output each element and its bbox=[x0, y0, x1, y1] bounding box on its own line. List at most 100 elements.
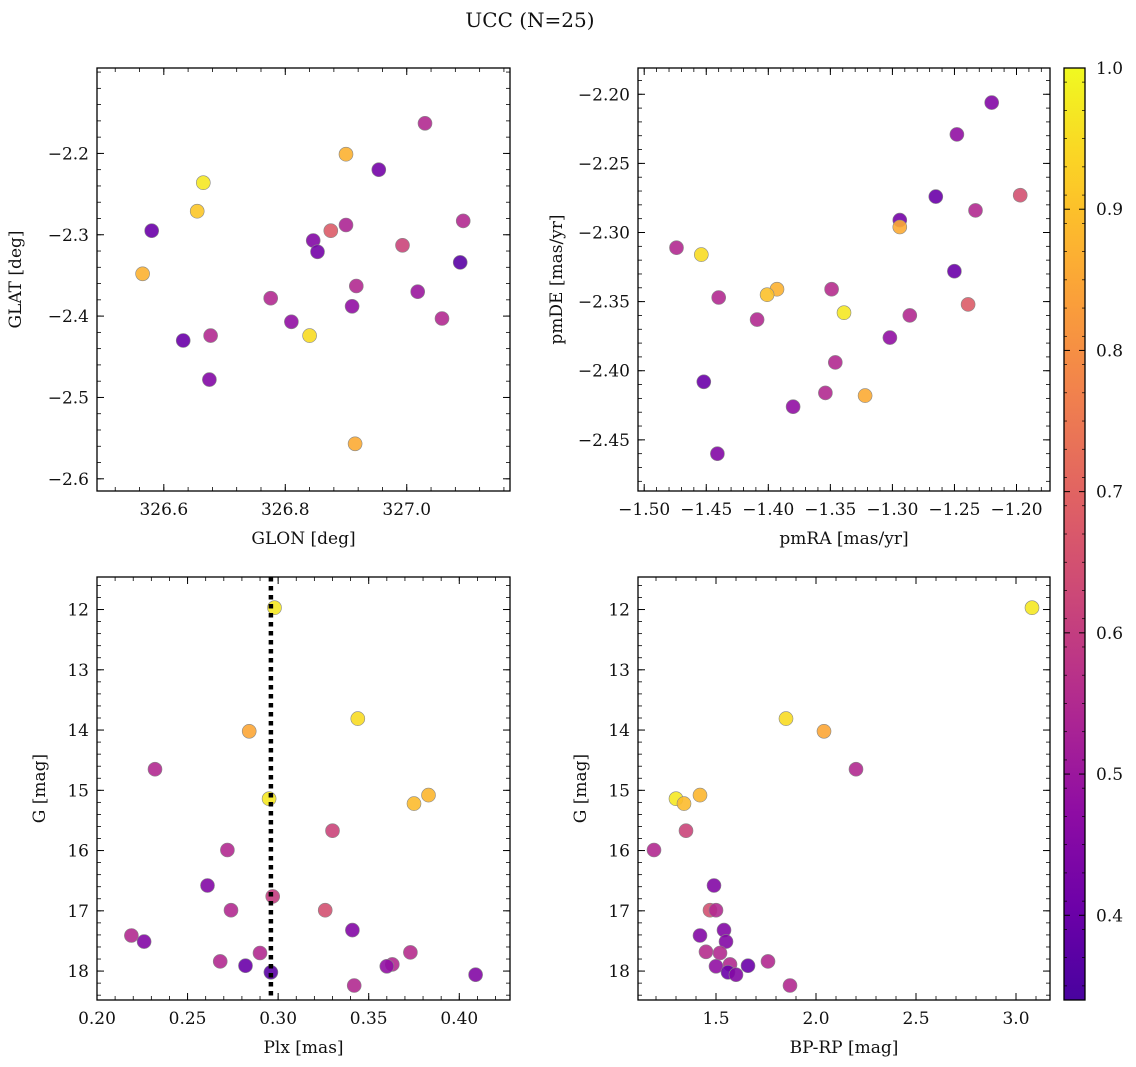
data-point bbox=[395, 238, 410, 253]
data-point bbox=[345, 922, 360, 938]
y-tick-label: −2.45 bbox=[578, 431, 630, 451]
y-tick-label: −2.35 bbox=[578, 293, 630, 313]
data-point bbox=[317, 902, 333, 918]
data-point bbox=[379, 958, 395, 974]
data-point bbox=[338, 146, 354, 162]
data-points bbox=[646, 600, 1040, 993]
y-axis-label: G [mag] bbox=[30, 754, 50, 823]
x-tick-label: −1.50 bbox=[618, 500, 670, 520]
data-point bbox=[760, 954, 776, 969]
data-point bbox=[968, 203, 983, 218]
scatter-panel-galactic-position: 326.6 326.8 327.0 −2.2 −2.3 −2.4 −2.5 −2.6 GLON … bbox=[6, 67, 511, 549]
y-tick-label: −2.30 bbox=[578, 224, 630, 244]
data-point bbox=[947, 263, 962, 279]
colorbar-tick-label: 0.7 bbox=[1096, 483, 1123, 503]
data-point bbox=[346, 978, 362, 993]
data-point bbox=[263, 290, 279, 306]
y-tick-label: 17 bbox=[67, 902, 89, 922]
x-tick-label: 326.8 bbox=[261, 500, 310, 520]
data-point bbox=[984, 95, 1000, 110]
y-tick-label: 14 bbox=[608, 721, 630, 741]
data-point bbox=[960, 297, 976, 312]
data-point bbox=[692, 787, 708, 803]
x-axis-label: GLON [deg] bbox=[251, 529, 355, 549]
colorbar-tick-label: 0.8 bbox=[1096, 341, 1123, 361]
colorbar-tick-label: 0.5 bbox=[1096, 765, 1123, 785]
data-point bbox=[417, 116, 433, 131]
data-points bbox=[669, 95, 1028, 462]
x-tick-label: 3.0 bbox=[1002, 1009, 1029, 1029]
colorbar-gradient bbox=[1063, 67, 1086, 1001]
data-point bbox=[1024, 600, 1040, 616]
y-tick-label: 17 bbox=[608, 902, 630, 922]
data-point bbox=[371, 162, 387, 177]
scatter-panel-parallax-magnitude: 0.20 0.25 0.30 0.35 0.40 12 13 14 15 16 17 18 Plx [m… bbox=[30, 576, 511, 1058]
data-point bbox=[676, 796, 692, 811]
y-tick-label: −2.40 bbox=[578, 362, 630, 382]
data-point bbox=[818, 385, 833, 401]
data-point bbox=[323, 223, 339, 238]
data-point bbox=[778, 711, 794, 726]
data-point bbox=[712, 945, 728, 961]
data-point bbox=[189, 203, 205, 219]
x-tick-label: 0.35 bbox=[350, 1009, 388, 1029]
data-point bbox=[928, 189, 944, 204]
data-point bbox=[816, 723, 832, 739]
x-tick-label: −1.30 bbox=[866, 500, 918, 520]
data-point bbox=[708, 958, 724, 974]
data-point bbox=[421, 787, 436, 803]
scatter-panel-color-magnitude: 1.5 2.0 2.5 3.0 12 13 14 15 16 17 18 BP-RP [mag] G [… bbox=[571, 576, 1051, 1058]
x-tick-label: 0.40 bbox=[440, 1009, 478, 1029]
data-point bbox=[136, 934, 152, 949]
data-point bbox=[693, 247, 709, 262]
colorbar-tick-label: 0.9 bbox=[1096, 200, 1123, 220]
data-point bbox=[728, 967, 744, 983]
colorbar-tick-label: 1.0 bbox=[1096, 59, 1123, 79]
x-axis-label: BP-RP [mag] bbox=[790, 1038, 899, 1058]
y-tick-label: 15 bbox=[608, 781, 630, 801]
data-point bbox=[902, 308, 918, 323]
y-tick-label: 15 bbox=[67, 781, 89, 801]
x-axis-label: Plx [mas] bbox=[263, 1038, 343, 1058]
data-point bbox=[403, 945, 418, 960]
x-tick-label: −1.35 bbox=[804, 500, 856, 520]
data-point bbox=[827, 355, 843, 370]
x-tick-label: −1.20 bbox=[990, 500, 1042, 520]
data-point bbox=[824, 281, 839, 297]
y-tick-label: 13 bbox=[608, 661, 630, 681]
data-point bbox=[698, 944, 714, 960]
plot-frame bbox=[637, 576, 1051, 1001]
data-point bbox=[782, 978, 798, 993]
colorbar-tick-label: 0.6 bbox=[1096, 624, 1123, 644]
data-point bbox=[302, 328, 317, 343]
y-tick-label: 16 bbox=[608, 842, 630, 862]
data-point bbox=[468, 967, 483, 983]
y-tick-label: −2.6 bbox=[48, 470, 89, 490]
data-point bbox=[740, 958, 756, 974]
data-point bbox=[220, 842, 235, 858]
x-tick-label: 326.6 bbox=[139, 500, 188, 520]
data-point bbox=[646, 842, 662, 858]
y-axis-label: GLAT [deg] bbox=[6, 230, 26, 328]
data-point bbox=[749, 312, 765, 327]
y-tick-label: 16 bbox=[67, 842, 89, 862]
data-point bbox=[1012, 187, 1028, 203]
x-tick-label: 2.0 bbox=[802, 1009, 829, 1029]
scatter-panel-proper-motion: −1.50 −1.45 −1.40 −1.35 −1.30 −1.25 −1.20 −2.20… bbox=[547, 67, 1051, 549]
data-point bbox=[325, 823, 340, 839]
y-axis-label: pmDE [mas/yr] bbox=[547, 214, 567, 344]
data-point bbox=[196, 175, 211, 190]
y-tick-label: −2.3 bbox=[48, 226, 89, 246]
x-axis-label: pmRA [mas/yr] bbox=[779, 529, 908, 549]
data-point bbox=[200, 878, 215, 893]
data-point bbox=[857, 388, 873, 403]
data-point bbox=[696, 374, 712, 390]
x-tick-label: −1.40 bbox=[742, 500, 794, 520]
y-tick-label: 14 bbox=[67, 721, 89, 741]
data-point bbox=[669, 240, 684, 255]
data-points bbox=[124, 600, 483, 993]
data-point bbox=[135, 266, 150, 282]
data-point bbox=[692, 928, 708, 943]
data-point bbox=[124, 928, 139, 943]
